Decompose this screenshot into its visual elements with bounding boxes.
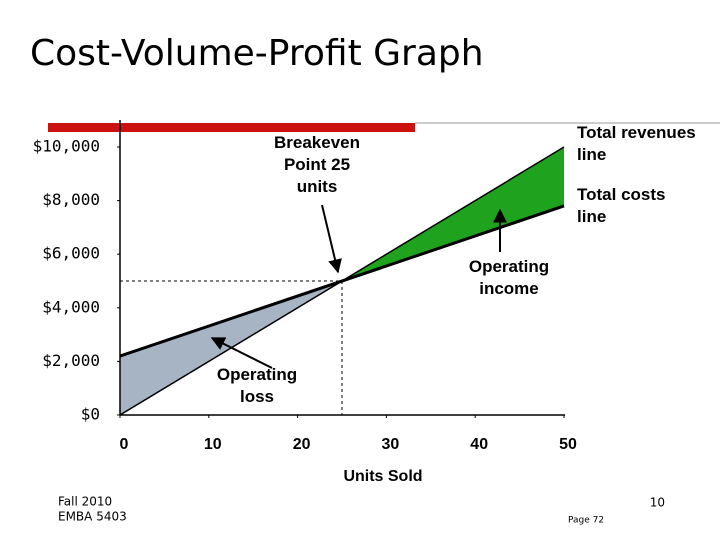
y-tick-label: $8,000 [42, 190, 100, 209]
series-label: Total costs line [577, 185, 666, 226]
chart-title: Cost-Volume-Profit Graph [30, 33, 484, 74]
series-label: Total revenues line [577, 123, 696, 164]
x-tick-label: 10 [204, 436, 222, 453]
arrow [210, 337, 273, 369]
y-tick-label: $0 [81, 405, 100, 424]
annotation: Operating income [468, 257, 550, 298]
y-tick-label: $6,000 [42, 244, 100, 263]
x-tick-label: 20 [293, 436, 311, 453]
page-label: Page 72 [568, 516, 604, 526]
x-tick-label: 50 [559, 436, 577, 453]
arrow [321, 204, 342, 274]
series-line [119, 204, 565, 358]
annotation: Operating loss [216, 365, 298, 406]
y-tick-label: $2,000 [42, 351, 100, 370]
y-tick-label: $4,000 [42, 297, 100, 316]
slide-number: 10 [650, 496, 665, 510]
title-bar [48, 123, 415, 132]
x-tick-label: 40 [470, 436, 488, 453]
footer-text: EMBA 5403 [58, 510, 127, 524]
footer-text: Fall 2010 [58, 495, 112, 509]
x-axis-label: Units Sold [343, 468, 422, 485]
x-tick-label: 0 [120, 436, 129, 453]
x-tick-label: 30 [382, 436, 400, 453]
annotation: Breakeven Point 25 units [273, 133, 360, 196]
y-tick-label: $10,000 [33, 137, 100, 156]
